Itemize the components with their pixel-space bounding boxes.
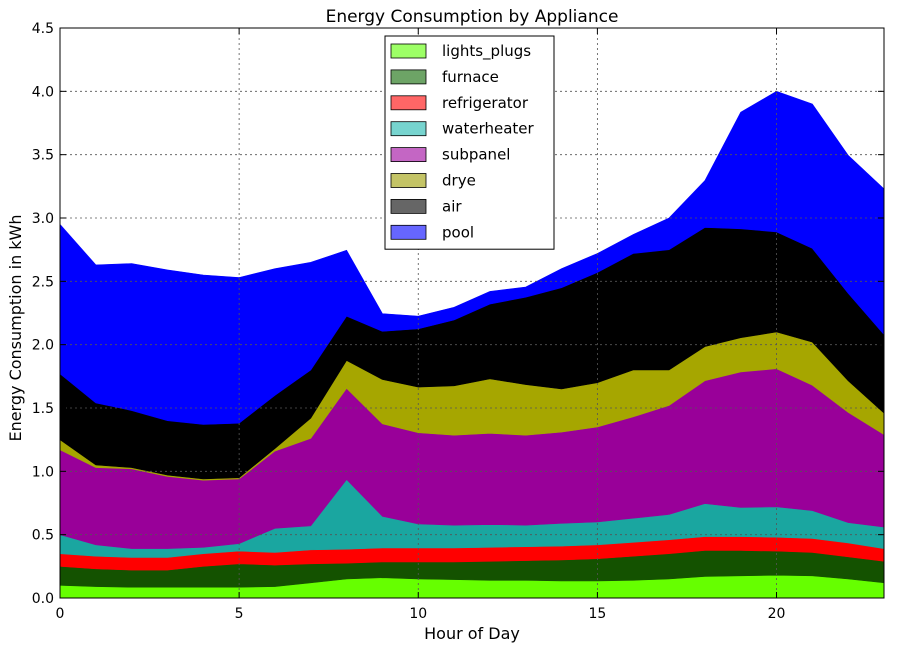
legend-label-drye: drye: [442, 172, 476, 190]
legend-label-furnace: furnace: [442, 68, 499, 86]
legend-swatch-pool: [390, 224, 427, 240]
plot-frame: [59, 27, 885, 599]
legend-label-refrigerator: refrigerator: [442, 94, 529, 112]
x-axis-label: Hour of Day: [424, 624, 520, 643]
legend-label-waterheater: waterheater: [442, 120, 535, 138]
legend-label-lights-plugs: lights_plugs: [442, 42, 531, 61]
y-tick-label: 1.0: [32, 464, 54, 480]
legend-swatch-refrigerator: [390, 95, 427, 111]
legend-label-pool: pool: [442, 223, 474, 241]
legend-swatch-drye: [390, 173, 427, 188]
x-tick-label: 15: [588, 606, 606, 622]
y-tick-label: 0.0: [32, 591, 54, 607]
legend-swatch-furnace: [390, 69, 427, 85]
x-tick-label: 20: [768, 606, 786, 622]
y-tick-label: 4.0: [32, 84, 54, 100]
legend-label-subpanel: subpanel: [442, 146, 510, 164]
y-tick-label: 0.5: [32, 528, 54, 544]
legend-swatch-waterheater: [390, 121, 427, 137]
y-tick-label: 2.0: [32, 338, 54, 354]
y-tick-label: 3.5: [32, 148, 54, 164]
legend-swatch-subpanel: [390, 147, 427, 163]
legend-swatch-air: [390, 198, 427, 214]
legend-swatch-lights-plugs: [390, 43, 427, 59]
y-axis-label: Energy Consumption in kWh: [6, 214, 25, 441]
x-tick-label: 5: [235, 606, 244, 622]
axis-ticks: 0 5 10 15 20 0.0 0.5 1.0 1.5 2.0 2.5 3.0 3.5 4.0 4.5: [32, 21, 884, 622]
chart-title: Energy Consumption by Appliance: [326, 7, 619, 27]
legend-label-air: air: [442, 197, 462, 215]
x-tick-label: 0: [56, 606, 65, 622]
area-series-group: [59, 91, 885, 599]
y-tick-label: 2.5: [32, 274, 54, 290]
y-tick-label: 1.5: [32, 401, 54, 417]
y-tick-label: 4.5: [32, 21, 54, 37]
y-tick-label: 3.0: [32, 211, 54, 227]
x-tick-label: 10: [409, 606, 427, 622]
